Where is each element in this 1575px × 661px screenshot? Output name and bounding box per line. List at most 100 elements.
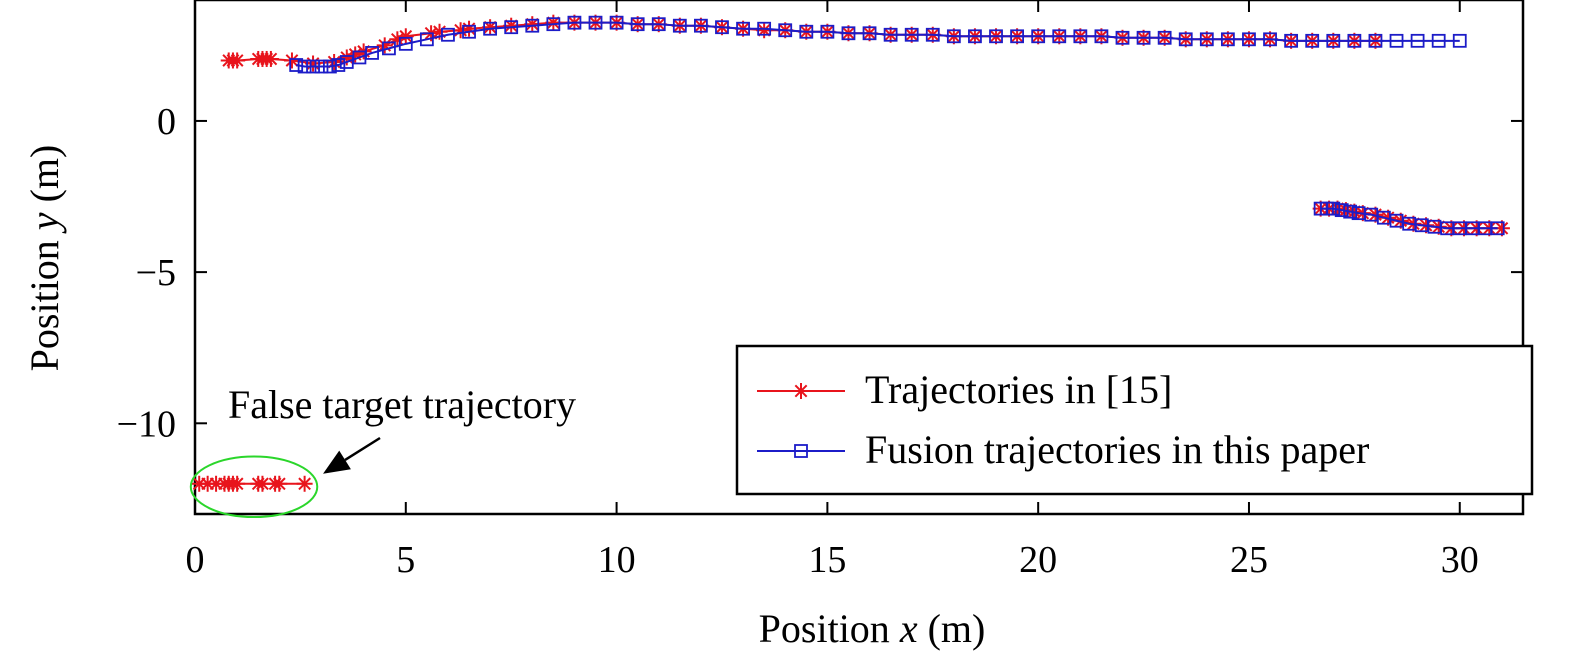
false-target-ellipse xyxy=(189,455,319,519)
data-point xyxy=(820,24,835,39)
data-point xyxy=(841,26,856,41)
data-point xyxy=(567,15,582,30)
data-point xyxy=(441,27,455,42)
legend-marker-square xyxy=(794,444,808,458)
data-point xyxy=(1368,33,1383,48)
annotation-layer: False target trajectory xyxy=(189,382,576,519)
x-tick-labels: 0 5 10 15 20 25 30 xyxy=(186,539,1479,581)
data-point xyxy=(1389,33,1404,48)
data-point xyxy=(799,24,814,39)
data-point xyxy=(397,28,414,45)
data-point xyxy=(968,29,982,44)
y-tick-label: 0 xyxy=(157,101,176,143)
data-point xyxy=(1115,30,1130,45)
series-layer xyxy=(191,14,1510,492)
data-point xyxy=(1136,30,1151,45)
data-point xyxy=(525,18,540,33)
x-tick-label: 5 xyxy=(396,539,415,581)
x-tick-label: 30 xyxy=(1441,539,1479,581)
data-point xyxy=(1031,29,1046,44)
data-point xyxy=(254,475,271,492)
data-point xyxy=(398,36,413,51)
data-point xyxy=(229,475,246,492)
legend: Trajectories in [15] Fusion trajectories… xyxy=(735,344,1534,496)
data-point xyxy=(1284,33,1299,48)
data-point xyxy=(1242,32,1256,47)
data-point xyxy=(736,21,750,36)
data-point xyxy=(1431,33,1446,48)
legend-box xyxy=(735,344,1534,496)
data-point xyxy=(323,59,337,74)
data-point xyxy=(283,52,300,69)
data-point xyxy=(778,23,793,38)
data-point xyxy=(306,59,320,74)
legend-entry-trajectories-15: Trajectories in [15] xyxy=(757,367,1172,412)
data-point xyxy=(925,27,940,42)
data-point xyxy=(715,20,729,35)
data-point xyxy=(1178,32,1193,47)
annotation-text: False target trajectory xyxy=(228,382,576,427)
y-tick-label: −10 xyxy=(117,403,176,445)
data-point xyxy=(1199,32,1214,47)
legend-marker-asterisk xyxy=(793,383,809,399)
data-point xyxy=(672,18,687,33)
plot-frame xyxy=(193,0,1525,516)
false-target-arrowhead xyxy=(323,450,351,474)
data-point xyxy=(904,27,919,42)
data-point xyxy=(1343,204,1358,219)
legend-entry-fusion-trajectories: Fusion trajectories in this paper xyxy=(757,427,1369,472)
data-point xyxy=(757,21,772,36)
data-point xyxy=(1263,32,1277,47)
data-point xyxy=(1157,30,1172,45)
plot-area: False target trajectory xyxy=(189,0,1525,519)
data-point xyxy=(630,17,645,32)
x-axis-label: Position x (m) xyxy=(759,606,986,651)
data-point xyxy=(331,58,346,72)
data-point xyxy=(289,58,304,72)
series-2-track-1 xyxy=(296,21,1460,68)
y-tick-labels: 0 −5 −10 xyxy=(117,101,176,445)
data-point xyxy=(609,15,624,30)
data-point xyxy=(883,27,898,42)
axis-ticks xyxy=(194,0,1523,514)
data-point xyxy=(694,18,708,33)
data-point xyxy=(588,15,603,30)
data-point xyxy=(989,29,1003,44)
data-point xyxy=(297,59,312,74)
data-point xyxy=(946,29,961,44)
data-point xyxy=(1326,33,1341,48)
series-2 xyxy=(289,15,1505,236)
x-tick-label: 15 xyxy=(808,539,846,581)
data-point xyxy=(862,26,877,41)
data-point xyxy=(1334,203,1349,218)
data-point xyxy=(1052,29,1067,44)
data-point xyxy=(419,32,434,47)
data-point xyxy=(1490,221,1505,236)
data-point xyxy=(1305,33,1320,48)
data-point xyxy=(1073,29,1088,44)
x-tick-label: 25 xyxy=(1230,539,1268,581)
data-point xyxy=(462,24,476,39)
data-point xyxy=(1347,33,1362,48)
data-point xyxy=(1326,201,1341,216)
data-point xyxy=(1452,33,1467,48)
false-target-arrow xyxy=(344,436,381,461)
data-point xyxy=(1410,33,1425,48)
x-tick-label: 10 xyxy=(598,539,636,581)
data-point xyxy=(1094,29,1109,44)
data-point xyxy=(296,475,313,492)
data-point xyxy=(326,53,343,70)
y-tick-label: −5 xyxy=(136,252,176,294)
data-point xyxy=(382,41,396,56)
data-point xyxy=(314,59,329,74)
data-point xyxy=(365,46,379,60)
x-tick-label: 0 xyxy=(186,539,205,581)
legend-label-series-2: Fusion trajectories in this paper xyxy=(865,427,1369,472)
data-point xyxy=(546,17,561,32)
data-point xyxy=(262,50,279,67)
data-point xyxy=(1220,32,1235,47)
data-point xyxy=(1010,29,1024,44)
data-point xyxy=(651,17,666,32)
x-tick-label: 20 xyxy=(1019,539,1057,581)
